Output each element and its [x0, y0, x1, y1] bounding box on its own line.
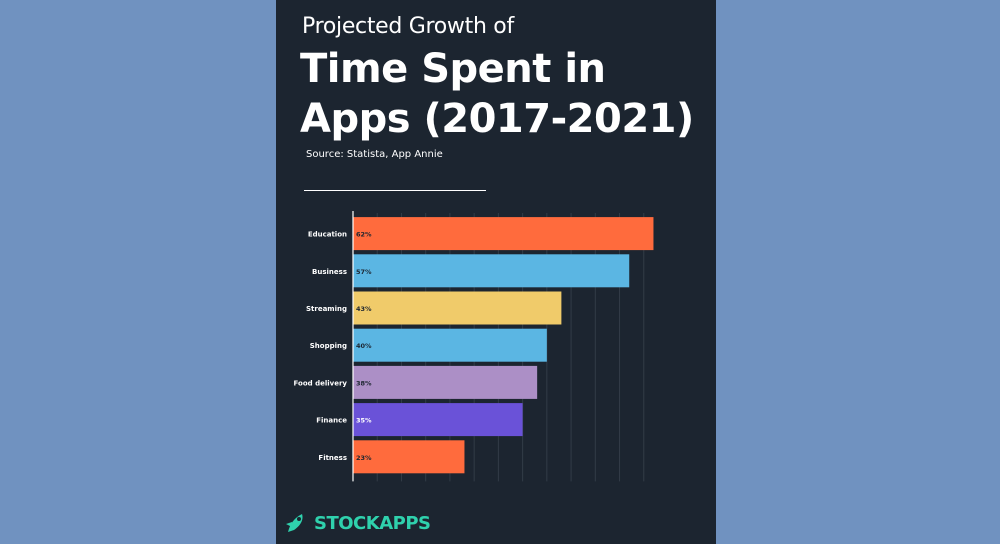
bar-shopping — [353, 328, 547, 362]
bar-food-delivery — [353, 365, 538, 399]
divider — [304, 190, 486, 191]
category-label: Education — [308, 231, 347, 239]
value-label: 35% — [356, 417, 372, 425]
category-label: Food delivery — [294, 379, 348, 387]
category-label: Finance — [316, 417, 347, 425]
rocket-icon — [286, 514, 303, 532]
category-label: Shopping — [310, 342, 347, 350]
category-label: Fitness — [318, 454, 347, 462]
value-label: 57% — [356, 268, 372, 276]
bar-chart: Education 62% Business 57% Streaming 43% Shopp… — [294, 211, 654, 482]
brand-name: STOCKAPPS — [314, 512, 431, 534]
chart-title: Time Spent in Apps (2017-2021) — [300, 46, 694, 142]
value-label: 38% — [356, 379, 372, 387]
value-label: 62% — [356, 231, 372, 239]
chart-subtitle: Projected Growth of — [302, 14, 514, 39]
category-label: Business — [312, 268, 347, 276]
bar-streaming — [353, 291, 562, 325]
brand-logo: STOCKAPPS — [284, 510, 431, 536]
bar-business — [353, 254, 630, 288]
value-label: 43% — [356, 305, 372, 313]
bar-finance — [353, 403, 523, 437]
infographic-card: Projected Growth of Time Spent in Apps (… — [276, 0, 716, 544]
bar-education — [353, 217, 654, 251]
source-note: Source: Statista, App Annie — [306, 149, 443, 160]
category-label: Streaming — [306, 305, 347, 313]
value-label: 40% — [356, 342, 372, 350]
bar-fitness — [353, 440, 465, 474]
value-label: 23% — [356, 454, 372, 462]
